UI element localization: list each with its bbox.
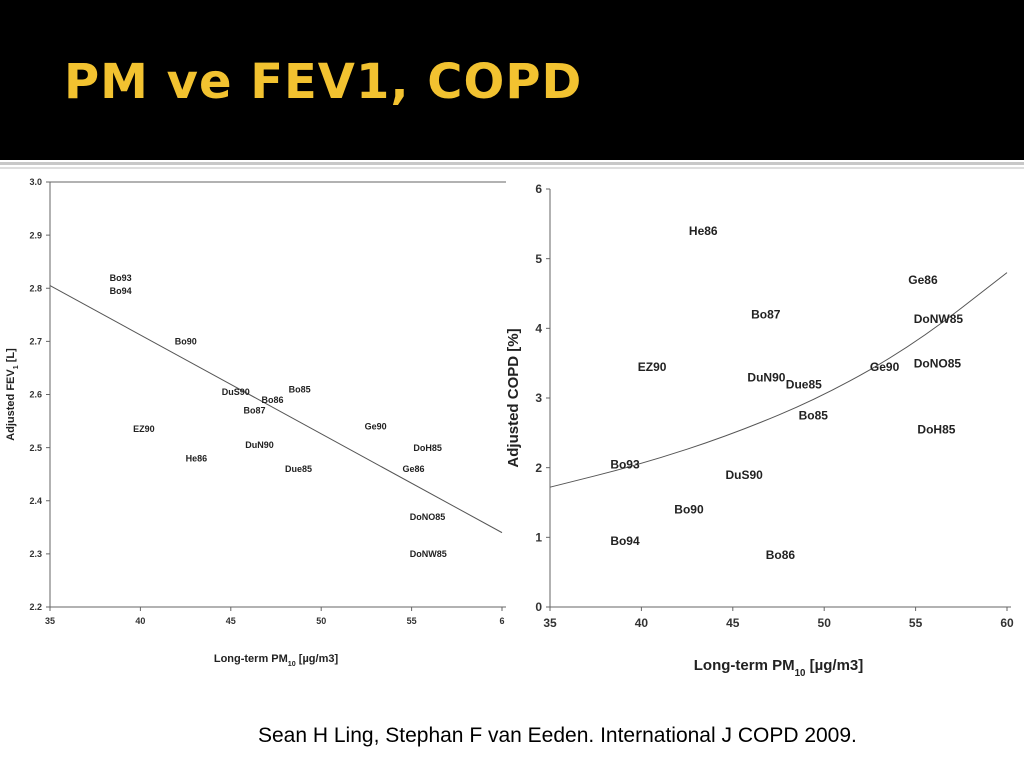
fev1-point-label: Bo87 <box>243 406 265 416</box>
copd-point-label: He86 <box>689 224 718 238</box>
fev1-point-label: Due85 <box>285 464 312 474</box>
copd-point-label: DoH85 <box>917 423 955 437</box>
fev1-scatter-chart: 2.2 2.3 2.4 2.5 2.6 2.7 2.8 2.9 3.0 35 40 45 50 55 6 Bo… <box>5 177 506 668</box>
fev1-point-label: Ge86 <box>403 464 425 474</box>
fev1-point-label: Bo86 <box>262 395 284 405</box>
citation: Sean H Ling, Stephan F van Eeden. Intern… <box>258 724 857 747</box>
fev1-y-tick-label: 2.4 <box>29 496 42 506</box>
copd-point-label: EZ90 <box>638 360 667 374</box>
fev1-point-label: Bo85 <box>289 384 311 394</box>
fev1-y-axis-title: Adjusted FEV1 [L] <box>5 348 20 441</box>
copd-x-tick-label: 60 <box>1000 616 1014 630</box>
copd-trend-curve <box>549 272 1008 488</box>
fev1-point-label: Bo94 <box>110 286 132 296</box>
title-bar: PM ve FEV1, COPD <box>0 0 1024 160</box>
fev1-y-tick-label: 3.0 <box>29 177 42 187</box>
copd-x-axis-title: Long-term PM10 [µg/m3] <box>694 657 864 679</box>
fev1-point-label: DoNO85 <box>410 512 446 522</box>
copd-point-label: DuN90 <box>747 370 785 384</box>
copd-point-label: Bo85 <box>799 409 829 423</box>
copd-x-tick-label: 40 <box>635 616 649 630</box>
divider-line <box>0 162 1024 165</box>
copd-point-label: Bo90 <box>674 503 704 517</box>
copd-x-tick-label: 35 <box>543 616 557 630</box>
fev1-point-label: Ge90 <box>365 422 387 432</box>
copd-y-tick-label: 3 <box>535 391 542 405</box>
copd-point-label: DoNW85 <box>914 312 964 326</box>
fev1-y-tick-label: 2.8 <box>29 283 42 293</box>
fev1-x-tick-label: 45 <box>226 616 236 626</box>
copd-point-label: Bo87 <box>751 308 781 322</box>
copd-y-axis-title: Adjusted COPD [%] <box>505 328 522 467</box>
copd-y-tick-label: 1 <box>535 531 542 545</box>
fev1-y-tick-label: 2.9 <box>29 230 42 240</box>
fev1-trend-line <box>49 285 503 534</box>
copd-y-tick-label: 5 <box>535 252 542 266</box>
fev1-point-label: Bo93 <box>110 273 132 283</box>
copd-x-tick-label: 55 <box>909 616 923 630</box>
copd-point-label: Bo94 <box>610 534 640 548</box>
copd-point-label: Due85 <box>786 377 822 391</box>
fev1-y-tick-label: 2.5 <box>29 443 42 453</box>
fev1-point-label: Bo90 <box>175 337 197 347</box>
fev1-x-tick-label: 40 <box>135 616 145 626</box>
fev1-y-tick-label: 2.3 <box>29 549 42 559</box>
fev1-x-axis-title: Long-term PM10 [µg/m3] <box>214 653 339 668</box>
copd-x-tick-label: 50 <box>818 616 832 630</box>
fev1-point-label: He86 <box>186 453 208 463</box>
copd-point-label: Bo86 <box>766 548 796 562</box>
copd-y-tick-label: 4 <box>535 322 542 336</box>
fev1-x-tick-label: 50 <box>316 616 326 626</box>
fev1-point-label: DoH85 <box>413 443 442 453</box>
copd-point-label: DuS90 <box>725 468 763 482</box>
copd-point-label: Bo93 <box>610 457 640 471</box>
fev1-y-tick-label: 2.2 <box>29 602 42 612</box>
copd-y-tick-label: 2 <box>535 461 542 475</box>
copd-y-tick-label: 0 <box>535 600 542 614</box>
fev1-x-tick-label: 6 <box>499 616 504 626</box>
slide-title: PM ve FEV1, COPD <box>64 54 583 110</box>
fev1-x-tick-label: 35 <box>45 616 55 626</box>
fev1-point-label: DuN90 <box>245 440 274 450</box>
fev1-point-label: DuS90 <box>222 387 250 397</box>
fev1-y-tick-label: 2.6 <box>29 390 42 400</box>
divider-line-thin <box>0 167 1024 169</box>
copd-y-tick-label: 6 <box>535 182 542 196</box>
copd-point-label: Ge90 <box>870 360 900 374</box>
fev1-x-tick-label: 55 <box>407 616 417 626</box>
fev1-y-tick-label: 2.7 <box>29 337 42 347</box>
copd-point-label: Ge86 <box>908 273 938 287</box>
copd-x-tick-label: 45 <box>726 616 740 630</box>
fev1-point-label: EZ90 <box>133 424 155 434</box>
copd-point-label: DoNO85 <box>914 356 962 370</box>
fev1-point-label: DoNW85 <box>410 549 447 559</box>
